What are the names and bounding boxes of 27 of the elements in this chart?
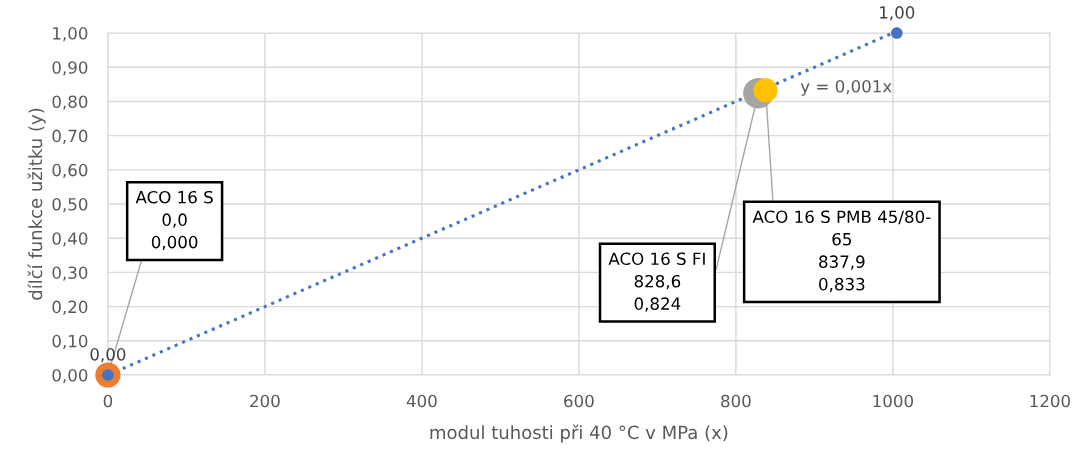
x-tick-label: 600 (564, 394, 594, 408)
data-label: 1,00 (880, 6, 915, 21)
y-tick-label: 0,30 (52, 266, 88, 281)
y-tick-label: 0,90 (52, 61, 88, 76)
y-axis-title: dílčí funkce užitku (y) (27, 108, 46, 300)
annotation: ACO 16 S 0,0 0,000 (135, 190, 213, 251)
y-tick-label: 0,20 (52, 300, 88, 315)
x-tick-label: 400 (406, 394, 437, 408)
y-tick-label: 0,70 (52, 129, 88, 144)
y-tick-label: 0,00 (52, 368, 88, 384)
annotation: ACO 16 S PMB 45/80- 65 837,9 0,833 (752, 210, 931, 293)
annotation: ACO 16 S FI 828,6 0,824 (608, 252, 705, 312)
y-tick-label: 0,10 (52, 334, 88, 350)
x-tick-label: 200 (250, 394, 280, 408)
x-axis-title: modul tuhosti při 40 °C v MPa (x) (430, 424, 728, 443)
point (890, 27, 903, 39)
y-tick-label: 0,40 (52, 232, 88, 247)
x-tick-label: 0 (103, 394, 113, 408)
x-tick-label: 1200 (1030, 394, 1070, 408)
y-tick-label: 0,60 (52, 163, 88, 179)
annotation: y = 0,001x (800, 79, 892, 96)
y-tick-label: 0,50 (52, 197, 88, 213)
x-tick-label: 1000 (873, 394, 913, 408)
x-tick-label: 800 (721, 394, 751, 408)
y-tick-label: 1,00 (53, 27, 88, 42)
y-tick-label: 0,80 (52, 95, 88, 110)
data-label: 0,00 (90, 348, 126, 363)
